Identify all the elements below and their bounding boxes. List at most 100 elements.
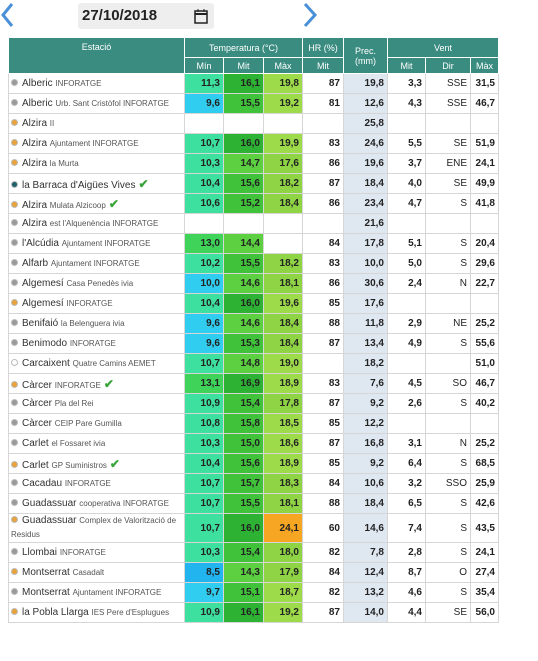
prev-day[interactable]	[0, 2, 14, 28]
value-cell: 5,0	[387, 253, 426, 274]
value-cell: 10,3	[184, 542, 224, 563]
station-cell: Algemesí INFORATGE	[8, 293, 185, 314]
value-cell: 8,5	[184, 562, 224, 583]
value-cell: 87	[302, 433, 344, 454]
station-row: la Pobla Llarga IES Pere d'Esplugues 10,9…	[8, 602, 499, 623]
value-cell: 46,7	[470, 373, 499, 394]
value-cell: 3,3	[387, 73, 426, 94]
station-name: la Barraca d'Aigües Vives	[22, 179, 136, 191]
value-cell: 16,1	[223, 73, 264, 94]
station-source: INFORATGE	[55, 79, 102, 88]
station-row: Guadassuar cooperativa INFORATGE 10,7 15,5…	[8, 493, 499, 514]
station-name: Guadassuar	[22, 498, 77, 509]
station-cell: Alzira est l'Alquenència INFORATGE	[8, 213, 185, 234]
value-cell: 10,8	[184, 413, 224, 434]
station-source: II	[49, 119, 55, 128]
sub-header: Màx	[263, 57, 303, 74]
date-field[interactable]: 27/10/2018	[78, 3, 214, 29]
value-cell: 19,9	[263, 133, 303, 154]
station-cell: Alberic Urb. Sant Cristòfol INFORATGE	[8, 93, 185, 114]
station-name: la Pobla Llarga	[22, 607, 89, 618]
value-cell	[470, 293, 499, 314]
value-cell: 35,4	[470, 582, 499, 603]
value-cell: 15,5	[223, 493, 264, 514]
value-cell: 3,1	[387, 433, 426, 454]
station-cell: la Pobla Llarga IES Pere d'Esplugues	[8, 602, 185, 623]
station-source: Complex de Valorització de Residus	[11, 516, 177, 539]
value-cell: 14,4	[223, 233, 264, 254]
value-cell: 83	[302, 373, 344, 394]
value-cell: 10,7	[184, 473, 224, 494]
value-cell	[263, 113, 303, 134]
value-cell: 2,8	[387, 542, 426, 563]
value-cell: 15,6	[223, 173, 264, 194]
value-cell: 18,7	[263, 582, 303, 603]
value-cell: 14,6	[343, 513, 388, 543]
station-cell: Alfarb Ajuntament INFORATGE	[8, 253, 185, 274]
value-cell: 30,6	[343, 273, 388, 294]
value-cell: SSO	[425, 473, 471, 494]
station-row: Llombai INFORATGE 10,3 15,4 18,0 82 7,8 2,8 S 24…	[8, 542, 499, 563]
status-dot	[11, 79, 18, 86]
value-cell: 10,9	[184, 393, 224, 414]
value-cell: 22,7	[470, 273, 499, 294]
status-dot	[11, 180, 18, 188]
value-cell: 27,4	[470, 562, 499, 583]
value-cell: 87	[302, 73, 344, 94]
status-dot	[11, 499, 18, 506]
value-cell: 15,2	[223, 193, 264, 214]
value-cell: 10,3	[184, 433, 224, 454]
value-cell: O	[425, 562, 471, 583]
value-cell: 2,9	[387, 313, 426, 334]
station-cell: Carlet el Fossaret ivia	[8, 433, 185, 454]
value-cell: 31,5	[470, 73, 499, 94]
value-cell: 55,6	[470, 333, 499, 354]
value-cell: 9,7	[184, 582, 224, 603]
value-cell: 3,7	[387, 153, 426, 174]
station-source: Quatre Camins AEMET	[72, 359, 156, 368]
value-cell: 46,7	[470, 93, 499, 114]
value-cell: 24,1	[470, 153, 499, 174]
value-cell: 16,1	[223, 602, 264, 623]
sub-header: Mín	[184, 57, 224, 74]
toolbar: 27/10/2018	[0, 0, 538, 37]
value-cell: 9,2	[343, 393, 388, 414]
value-cell	[223, 113, 264, 134]
value-cell: 83	[302, 133, 344, 154]
value-cell: 18,9	[263, 453, 303, 474]
value-cell: 18,3	[263, 473, 303, 494]
value-cell	[425, 353, 471, 374]
value-cell: 16,0	[223, 293, 264, 314]
value-cell: 19,8	[343, 73, 388, 94]
value-cell: 85	[302, 293, 344, 314]
station-name: Carlet	[22, 459, 49, 471]
station-source: la Belenguera ivia	[60, 319, 125, 328]
station-name: Càrcer	[22, 418, 53, 429]
value-cell: 12,4	[343, 562, 388, 583]
station-source: Casadalt	[72, 568, 105, 577]
station-row: Algemesí INFORATGE 10,4 16,0 19,6 85 17,6	[8, 293, 499, 314]
calendar-icon[interactable]	[194, 8, 208, 24]
status-dot	[11, 119, 18, 126]
value-cell: 9,6	[184, 333, 224, 354]
station-row: Alzira est l'Alquenència INFORATGE 21,6	[8, 213, 499, 234]
value-cell: 10,4	[184, 293, 224, 314]
value-cell: 18,5	[263, 413, 303, 434]
station-row: Montserrat Casadalt 8,5 14,3 17,9 84 12,4 8,7 O…	[8, 562, 499, 583]
value-cell: SSE	[425, 93, 471, 114]
value-cell: 41,8	[470, 193, 499, 214]
value-cell: 13,0	[184, 233, 224, 254]
station-source: Mulata Alzicoop	[49, 200, 106, 210]
value-cell: 15,3	[223, 333, 264, 354]
value-cell: 85	[302, 453, 344, 474]
value-cell: 13,1	[184, 373, 224, 394]
status-dot	[11, 419, 18, 426]
value-cell	[184, 113, 224, 134]
station-name: l'Alcúdia	[22, 238, 59, 249]
value-cell: 25,9	[470, 473, 499, 494]
next-day[interactable]	[302, 2, 318, 28]
station-cell: Guadassuar Complex de Valorització de Re…	[8, 513, 185, 543]
station-cell: Benifaió la Belenguera ivia	[8, 313, 185, 334]
value-cell: 84	[302, 562, 344, 583]
value-cell: 18,1	[263, 493, 303, 514]
